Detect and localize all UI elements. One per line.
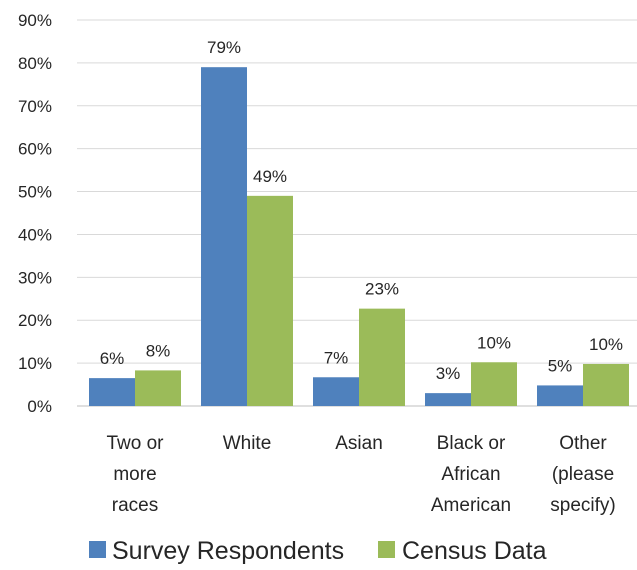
data-label: 6%	[100, 349, 125, 368]
legend: Survey Respondents Census Data	[89, 537, 547, 565]
legend-swatch	[89, 541, 106, 558]
x-tick-label: White	[223, 433, 272, 454]
x-tick-label: African	[441, 464, 500, 485]
x-tick-label: Black or	[437, 433, 506, 454]
x-tick-label: Asian	[335, 433, 383, 454]
bar-census	[135, 370, 181, 406]
legend-label: Census Data	[402, 537, 547, 565]
data-label: 10%	[477, 333, 511, 352]
data-label: 49%	[253, 167, 287, 186]
x-tick-label: specify)	[550, 495, 615, 516]
x-axis: Two or more races White Asian Black or African…	[106, 433, 615, 516]
bars	[89, 67, 629, 406]
y-tick-label: 10%	[18, 354, 52, 373]
x-tick-label: races	[112, 495, 158, 516]
y-tick-label: 40%	[18, 225, 52, 244]
bar-census	[247, 195, 293, 406]
data-label: 5%	[548, 356, 573, 375]
data-label: 3%	[436, 364, 461, 383]
y-tick-label: 90%	[18, 11, 52, 30]
data-label: 8%	[146, 341, 171, 360]
bar-census	[359, 308, 405, 406]
y-tick-label: 50%	[18, 183, 52, 202]
data-label: 10%	[589, 335, 623, 354]
legend-label: Survey Respondents	[112, 537, 344, 565]
y-tick-label: 60%	[18, 140, 52, 159]
y-tick-label: 0%	[27, 397, 52, 416]
y-tick-label: 70%	[18, 97, 52, 116]
y-tick-label: 30%	[18, 268, 52, 287]
x-tick-label: American	[431, 495, 511, 516]
data-labels: 6% 8% 79% 49% 7% 23% 3% 10% 5% 10%	[100, 38, 623, 383]
legend-swatch	[378, 541, 395, 558]
x-tick-label: more	[113, 464, 156, 485]
y-tick-label: 20%	[18, 311, 52, 330]
data-label: 79%	[207, 38, 241, 57]
data-label: 7%	[324, 348, 349, 367]
x-tick-label: Other	[559, 433, 607, 454]
x-tick-label: (please	[552, 464, 614, 485]
bar-survey	[537, 385, 583, 406]
y-tick-label: 80%	[18, 54, 52, 73]
data-label: 23%	[365, 280, 399, 299]
bar-survey	[201, 67, 247, 406]
bar-survey	[313, 377, 359, 406]
y-axis: 0% 10% 20% 30% 40% 50% 60% 70% 80% 90%	[18, 11, 52, 416]
gridlines	[77, 19, 637, 407]
x-tick-label: Two or	[106, 433, 164, 454]
bar-survey	[89, 378, 135, 406]
bar-census	[471, 362, 517, 406]
bar-survey	[425, 393, 471, 406]
bar-census	[583, 363, 629, 406]
